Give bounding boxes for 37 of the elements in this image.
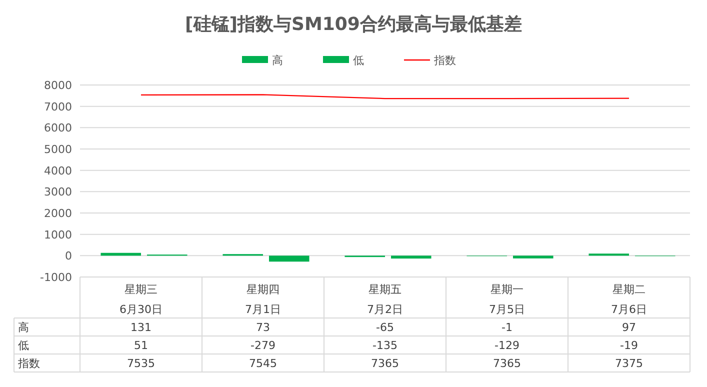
- data-label: 7375: [615, 357, 643, 370]
- text: 低: [18, 339, 29, 352]
- legend-label: 指数: [433, 54, 456, 67]
- y-tick-label: 5000: [44, 143, 72, 156]
- x-tick-label: 星期三 6月30日: [120, 283, 162, 316]
- legend-label: 高: [272, 54, 283, 67]
- data-label: -129: [494, 339, 520, 352]
- y-tick-label: 1000: [44, 228, 72, 242]
- x-tick-label: 星期五 7月2日: [367, 283, 403, 316]
- y-tick-label: 7000: [44, 100, 72, 114]
- data-label: 73: [256, 321, 270, 334]
- data-label: 131: [130, 321, 152, 334]
- y-tick-label: 2000: [44, 207, 72, 220]
- data-label: -19: [620, 339, 638, 352]
- data-label: 7535: [127, 357, 155, 370]
- y-tick-label: 3000: [44, 186, 72, 199]
- data-label: -279: [250, 339, 276, 352]
- data-label: 7365: [371, 357, 399, 370]
- text: 指数: [18, 357, 40, 370]
- y-tick-label: 8000: [44, 79, 72, 92]
- data-label: -1: [502, 321, 512, 334]
- text: 高: [18, 321, 29, 334]
- y-tick-label: -1000: [40, 271, 72, 284]
- x-tick-label: 星期一 7月5日: [489, 283, 525, 316]
- data-label: 97: [622, 321, 636, 334]
- chart-title: [硅锰]指数与SM109合约最高与最低基差: [185, 14, 522, 35]
- data-label: 51: [134, 339, 148, 352]
- data-label: 7365: [493, 357, 521, 370]
- x-tick-label: 星期四 7月1日: [245, 283, 281, 316]
- legend-label: 低: [353, 54, 364, 67]
- data-label: -65: [376, 321, 394, 334]
- x-tick-label: 星期二 7月6日: [611, 283, 647, 316]
- y-tick-label: 0: [65, 250, 72, 263]
- data-label: 7545: [249, 357, 277, 370]
- data-label: -135: [372, 339, 398, 352]
- y-tick-label: 6000: [44, 122, 72, 135]
- y-tick-label: 4000: [44, 164, 72, 178]
